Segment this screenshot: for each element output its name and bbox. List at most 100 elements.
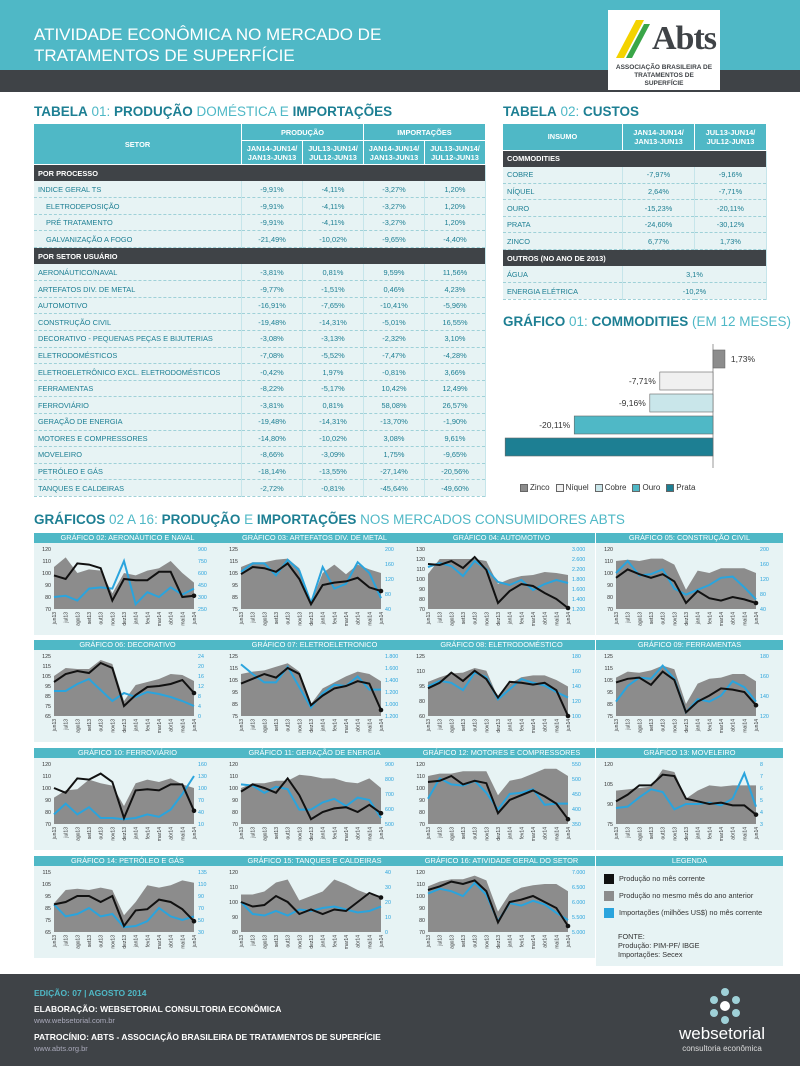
y-tick-left: 130 — [416, 547, 425, 553]
col-imp-c2: JUL13-JUN14/ JUL12-JUN13 — [424, 140, 486, 166]
series-producao — [53, 894, 195, 929]
insumo-label: ÁGUA — [503, 266, 623, 284]
x-tick: set13 — [274, 719, 280, 731]
insumo-label: COBRE — [503, 166, 623, 184]
x-tick: jan14 — [321, 612, 327, 625]
x-tick: dez13 — [496, 935, 502, 949]
x-tick: jun13 — [52, 719, 58, 732]
mini-chart: GRÁFICO 14: PETRÓLEO E GÁS 115 105 95 85 75 65… — [34, 856, 221, 958]
y-tick-left: 125 — [42, 654, 51, 660]
y-tick-left: 105 — [42, 674, 51, 680]
x-tick: jun13 — [426, 827, 432, 840]
value-cell: 1,75% — [363, 446, 425, 464]
value-cell: -5,17% — [302, 380, 364, 398]
table-group-row: COMMODITIES — [503, 150, 767, 167]
x-tick: jan14 — [321, 935, 327, 948]
x-tick: ago13 — [637, 719, 643, 733]
y-tick-left: 90 — [232, 798, 238, 804]
y-tick-left: 95 — [232, 690, 238, 696]
y-tick-right: 40 — [760, 607, 766, 613]
value-cell: -7,47% — [363, 347, 425, 365]
y-tick-left: 125 — [416, 654, 425, 660]
series-producao — [427, 774, 569, 820]
last-point — [753, 812, 759, 817]
value-cell: -10,2% — [622, 282, 767, 300]
mini-chart: GRÁFICO 02: AERONÁUTICO E NAVAL 120 110 100… — [34, 533, 221, 635]
value-cell: -3,08% — [241, 330, 303, 348]
series-producao — [427, 555, 569, 609]
tabela01: SETOR PRODUÇÃO IMPORTAÇÕES JAN14-JUN14/ … — [34, 124, 486, 497]
x-tick: jun13 — [426, 935, 432, 948]
x-tick: nov13 — [484, 827, 490, 841]
chart01-legend: Zinco Níquel Cobre Ouro Prata — [520, 483, 695, 492]
value-cell: -14,80% — [241, 430, 303, 448]
insumo-label: NÍQUEL — [503, 183, 623, 201]
x-tick: abr14 — [169, 719, 175, 732]
y-tick-right: 6 — [760, 786, 763, 792]
y-tick-left: 80 — [419, 699, 425, 705]
value-cell: 0,81% — [302, 264, 364, 282]
footer-url-websetorial[interactable]: www.websetorial.com.br — [34, 1016, 115, 1025]
x-tick: jul13 — [251, 827, 257, 839]
x-tick: jun13 — [239, 935, 245, 948]
mini-chart: GRÁFICO 11: GERAÇÃO DE ENERGIA 120 110 100 9… — [221, 748, 408, 850]
value-cell: 4,23% — [424, 280, 486, 298]
x-tick: mar14 — [531, 612, 537, 626]
y-tick-left: 110 — [417, 669, 425, 675]
x-tick: mar14 — [157, 612, 163, 626]
y-tick-right: 110 — [198, 882, 206, 888]
x-tick: jun13 — [52, 612, 58, 625]
value-cell: -24,60% — [622, 216, 695, 234]
x-tick: jun14 — [754, 719, 760, 732]
x-tick: mai14 — [742, 827, 748, 841]
x-tick: jul13 — [438, 612, 444, 624]
y-tick-right: 120 — [385, 577, 394, 583]
x-tick: mar14 — [344, 719, 350, 733]
setor-label: MOVELEIRO — [34, 446, 242, 464]
value-cell: -8,22% — [241, 380, 303, 398]
last-point — [565, 605, 571, 611]
y-tick-left: 120 — [416, 557, 425, 563]
x-tick: jun14 — [379, 935, 385, 948]
x-tick: jun14 — [192, 935, 198, 948]
y-tick-right: 135 — [198, 870, 207, 876]
header-band — [0, 70, 800, 92]
value-cell: -5,96% — [424, 297, 486, 315]
y-tick-right: 12 — [198, 684, 204, 690]
y-tick-right: 400 — [572, 807, 581, 813]
y-tick-right: 8 — [198, 694, 201, 700]
y-tick-left: 75 — [232, 607, 238, 613]
col-importacoes: IMPORTAÇÕES — [363, 124, 486, 142]
value-cell: -9,91% — [241, 197, 303, 215]
group-label: COMMODITIES — [503, 150, 767, 167]
x-tick: mar14 — [344, 935, 350, 949]
series-anterior — [54, 880, 194, 932]
footer-url-abts[interactable]: www.abts.org.br — [34, 1044, 88, 1053]
x-tick: nov13 — [297, 935, 303, 949]
value-cell: -9,77% — [241, 280, 303, 298]
y-tick-left: 125 — [229, 547, 238, 553]
mini-chart: GRÁFICO 13: MOVELEIRO 120 105 90 75 8 7 6 5 4 3 jun… — [596, 748, 783, 850]
y-tick-right: 24 — [198, 654, 204, 660]
x-tick: jun14 — [379, 612, 385, 625]
table-row: MOVELEIRO -8,66% -3,09% 1,75% -9,65% — [34, 446, 486, 464]
series-importacoes — [240, 901, 382, 917]
series-producao — [615, 568, 757, 605]
y-tick-left: 95 — [419, 684, 425, 690]
series-anterior — [428, 875, 568, 932]
mini-chart-plot: 120 110 100 90 80 70 900 750 600 450 300 250 jun13 ju… — [42, 547, 207, 626]
mini-chart-plot: 125 115 105 95 85 75 180 160 140 120 jun13 jul13 ago… — [604, 654, 769, 733]
x-tick: out13 — [661, 719, 667, 732]
x-tick: set13 — [461, 612, 467, 624]
y-tick-right: 0 — [198, 714, 201, 720]
value-cell: -4,11% — [302, 181, 364, 199]
x-tick: set13 — [274, 935, 280, 947]
value-cell: 2,64% — [622, 183, 695, 201]
x-tick: dez13 — [122, 612, 128, 626]
value-cell: 10,42% — [363, 380, 425, 398]
y-tick-left: 85 — [232, 702, 238, 708]
value-cell: -27,14% — [363, 463, 425, 481]
y-tick-left: 120 — [416, 870, 425, 876]
x-tick: nov13 — [672, 719, 678, 733]
y-tick-left: 80 — [419, 597, 425, 603]
